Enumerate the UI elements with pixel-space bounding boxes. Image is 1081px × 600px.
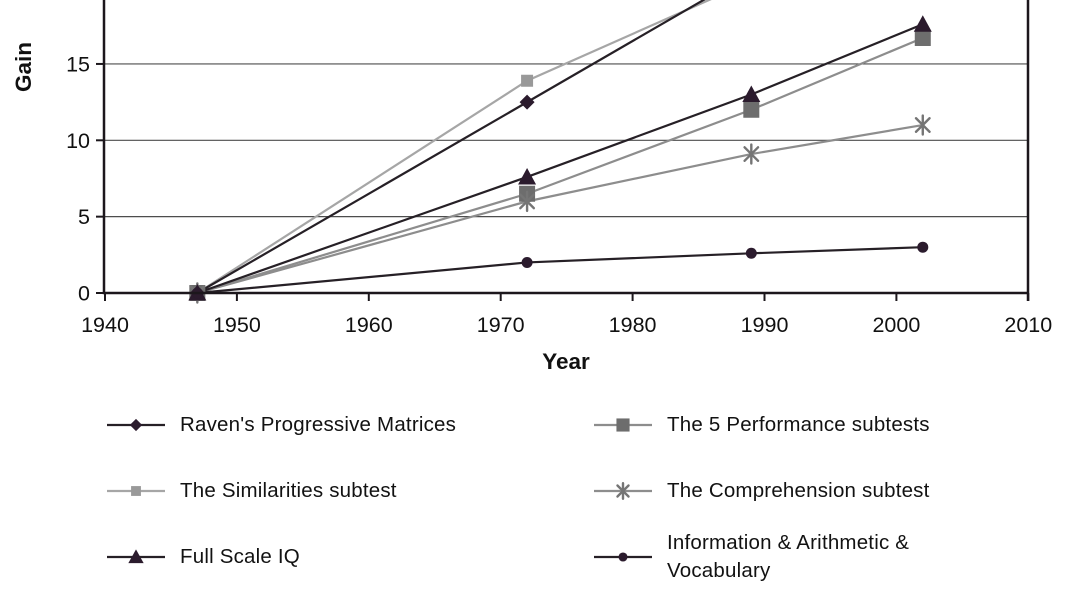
asterisk-marker [616,482,630,500]
circle-marker [521,256,533,268]
legend-item-comprehension: The Comprehension subtest [591,458,1081,524]
triangle-marker [128,549,144,564]
square-marker [131,486,141,496]
x-tick-label: 1970 [477,313,525,337]
chart-plot-area: 1940 1950 1960 1970 1980 1990 2000 2010 0 5 10 15 Ye… [11,0,1052,374]
asterisk-marker-icon [594,482,652,500]
diamond-marker [519,94,535,110]
circle-marker [917,241,929,253]
y-tick-label: 10 [66,129,90,153]
legend-label: The Similarities subtest [180,479,397,502]
legend-label: Raven's Progressive Matrices [180,413,457,436]
series-line [196,0,712,294]
y-tick-label: 0 [78,282,90,306]
triangle-marker [518,167,537,185]
series-line [196,23,924,295]
legend-item-info-arith-vocab: Information & Arithmetic & Vocabulary [591,524,1081,590]
series-line [197,36,924,295]
square-marker-icon [594,418,652,432]
y-tick-label: 15 [66,52,90,76]
legend-label: The Comprehension subtest [667,479,930,502]
legend-item-performance-subtests: The 5 Performance subtests [591,392,1081,458]
square-marker [616,418,630,432]
triangle-marker [913,15,932,32]
x-axis-title: Year [542,349,590,374]
x-tick-label: 1980 [609,313,657,337]
series-line [196,0,706,294]
circle-marker [745,247,757,259]
legend-item-full-scale-iq: Full Scale IQ [104,524,591,590]
x-tick-label: 1960 [345,313,393,337]
chart-legend: Raven's Progressive Matrices The Similar… [104,392,1081,590]
diamond-marker-icon [107,418,165,432]
circle-marker [618,552,628,562]
asterisk-marker [743,143,760,165]
asterisk-marker [519,190,536,213]
triangle-marker-icon [107,549,165,564]
square-marker [743,101,760,118]
square-marker-icon [107,486,165,496]
x-tick-label: 1940 [81,313,129,337]
asterisk-marker [914,114,931,136]
x-tick-label: 2000 [872,313,920,337]
diamond-marker [129,418,143,432]
series-line [197,123,923,295]
square-marker [914,29,931,46]
y-tick-label: 5 [78,205,90,229]
y-axis-title: Gain [11,42,36,92]
circle-marker-icon [594,552,652,562]
legend-item-similarities: The Similarities subtest [104,458,591,524]
square-marker [521,74,534,87]
legend-label: Full Scale IQ [180,545,300,568]
x-tick-label: 2010 [1004,313,1052,337]
series-line [197,246,923,295]
legend-item-ravens: Raven's Progressive Matrices [104,392,591,458]
triangle-marker [742,85,761,102]
legend-label: Information & Arithmetic & Vocabulary [667,531,910,582]
x-tick-label: 1990 [741,313,789,337]
legend-label: The 5 Performance subtests [667,413,930,436]
x-tick-label: 1950 [213,313,261,337]
